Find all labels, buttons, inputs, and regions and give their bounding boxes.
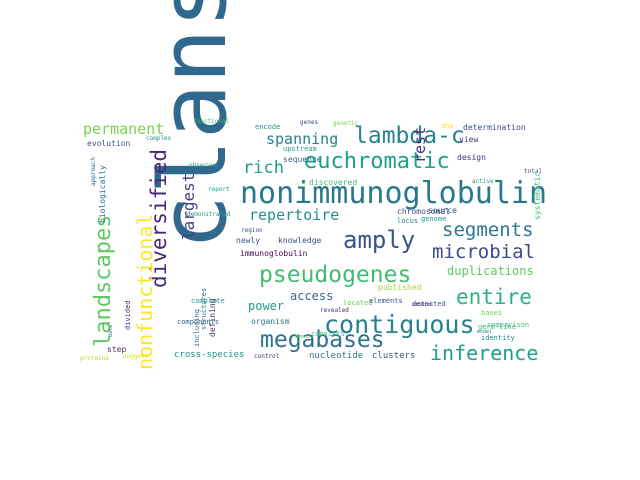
word-dna: dna: [441, 122, 454, 130]
word-access: access: [290, 289, 333, 303]
word-genome: genome: [421, 215, 446, 223]
word-proteins: proteins: [80, 355, 109, 362]
word-comparison: comparison: [487, 321, 529, 329]
word-functional: functional: [193, 118, 230, 125]
word-nonfunctional: nonfunctional: [133, 213, 157, 370]
word-evolution: evolution: [87, 139, 131, 148]
word-systematic: systematic: [533, 172, 542, 220]
word-largest: largest: [179, 173, 198, 240]
word-data: data: [108, 325, 114, 337]
word-power: power: [248, 299, 284, 313]
word-locus: locus: [397, 217, 418, 225]
word-published: published: [378, 283, 422, 292]
word-bases: bases: [481, 309, 502, 317]
word-nucleotide: nucleotide: [309, 351, 363, 361]
word-repertoire: repertoire: [249, 206, 339, 224]
word-defining: defining: [208, 298, 217, 337]
word-suggest: suggest: [123, 353, 149, 360]
word-megabases: megabases: [260, 327, 385, 353]
word-upstream: upstream: [283, 145, 317, 153]
word-diversified: diversified: [147, 149, 171, 288]
word-nonimmunoglobulin: nonimmunoglobulin: [240, 176, 547, 211]
word-contiguous: contiguous: [324, 310, 475, 339]
word-components: components: [177, 318, 219, 326]
word-amply: amply: [343, 226, 415, 254]
word-source: source: [428, 206, 457, 215]
word-structures: structures: [200, 288, 208, 330]
word-clans: clans: [140, 0, 247, 250]
word-clusters: clusters: [372, 351, 415, 361]
word-landscapes: landscapes: [91, 215, 116, 347]
word-complex: complex: [146, 135, 172, 142]
word-biologically: biologically: [98, 165, 107, 223]
word-genes: genes: [300, 119, 318, 126]
word-human: human: [295, 334, 310, 340]
word-detected: detected: [412, 300, 446, 308]
word-control: control: [254, 353, 280, 360]
word-determination: determination: [463, 123, 526, 132]
word-studies: studies: [412, 302, 433, 308]
word-cross-species: cross-species: [174, 350, 244, 360]
word-consists: consists: [311, 330, 345, 338]
word-revealed: revealed: [320, 307, 349, 314]
word-spanning: spanning: [266, 130, 338, 148]
word-lambda-c: lambda-c: [354, 123, 465, 149]
word-microbial: microbial: [432, 241, 535, 263]
word-elements: elements: [369, 297, 403, 305]
word-germ-line: germ-line: [478, 323, 516, 331]
word-genetic: genetic: [333, 120, 359, 127]
word-divided: divided: [124, 300, 132, 330]
word-observed: observed: [189, 162, 218, 169]
word-design: design: [457, 153, 486, 162]
word-located: located: [343, 299, 373, 307]
word-permanent: permanent: [83, 120, 164, 138]
word-identity: identity: [481, 334, 515, 342]
word-entire: entire: [456, 285, 532, 309]
word-region: region: [241, 227, 263, 234]
word-pseudogenes: pseudogenes: [259, 262, 411, 288]
word-organism: organism: [251, 317, 290, 326]
word-report: report: [208, 186, 230, 193]
word-segments: segments: [442, 219, 534, 241]
word-approach: approach: [90, 157, 97, 186]
word-rest: rest: [411, 127, 429, 163]
word-model: model: [477, 329, 492, 335]
word-view: view: [459, 135, 478, 144]
word-knowledge: knowledge: [278, 236, 322, 245]
word-rich: rich: [243, 158, 284, 178]
word-sequence: sequence: [283, 155, 322, 164]
word-chromosomal: chromosomal: [397, 207, 450, 216]
word-total: total: [524, 168, 542, 175]
word-euchromatic: euchromatic: [304, 149, 450, 174]
word-discovered: discovered: [309, 178, 357, 187]
word-newly: newly: [236, 236, 260, 245]
word-step: step: [107, 345, 126, 354]
word-immunoglobulin: immunoglobulin: [240, 249, 308, 258]
word-duplications: duplications: [447, 264, 534, 278]
word-active: active: [472, 178, 494, 185]
word-complete: complete: [191, 297, 225, 305]
word-encode: encode: [255, 123, 280, 131]
word-including: including: [193, 309, 201, 347]
word-inference: inference: [430, 341, 538, 365]
word-demonstrated: demonstrated: [187, 211, 231, 218]
